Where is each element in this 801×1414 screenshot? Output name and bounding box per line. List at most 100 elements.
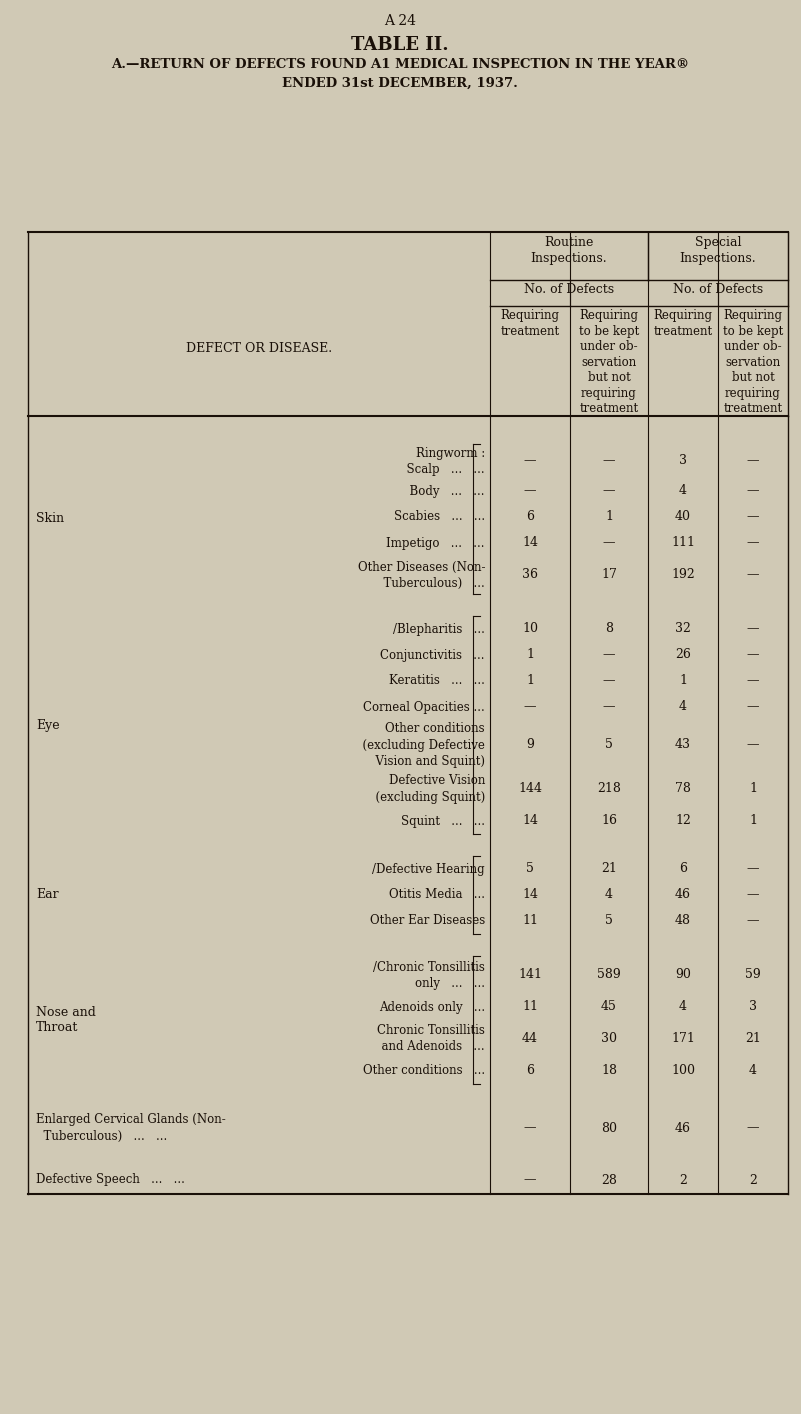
Text: 21: 21 xyxy=(601,863,617,875)
Text: 36: 36 xyxy=(522,568,538,581)
Text: —: — xyxy=(602,700,615,714)
Text: 1: 1 xyxy=(749,782,757,796)
Text: Impetigo   ...   ...: Impetigo ... ... xyxy=(387,536,485,550)
Text: Eye: Eye xyxy=(36,718,59,731)
Text: ENDED 31st DECEMBER, 1937.: ENDED 31st DECEMBER, 1937. xyxy=(282,76,518,90)
Text: Defective Speech   ...   ...: Defective Speech ... ... xyxy=(36,1174,185,1186)
Text: 144: 144 xyxy=(518,782,542,796)
Text: No. of Defects: No. of Defects xyxy=(524,283,614,296)
Text: 171: 171 xyxy=(671,1032,695,1045)
Text: 21: 21 xyxy=(745,1032,761,1045)
Text: 59: 59 xyxy=(745,969,761,981)
Text: Requiring
to be kept
under ob-
servation
but not
requiring
treatment: Requiring to be kept under ob- servation… xyxy=(723,310,783,414)
Text: Body   ...   ...: Body ... ... xyxy=(402,485,485,498)
Text: 11: 11 xyxy=(522,915,538,928)
Text: Keratitis   ...   ...: Keratitis ... ... xyxy=(389,674,485,687)
Text: 2: 2 xyxy=(679,1174,687,1186)
Text: 1: 1 xyxy=(749,814,757,827)
Text: Ringworm :
  Scalp   ...   ...: Ringworm : Scalp ... ... xyxy=(400,447,485,475)
Text: Otitis Media   ...: Otitis Media ... xyxy=(389,888,485,902)
Text: —: — xyxy=(747,863,759,875)
Text: —: — xyxy=(747,700,759,714)
Text: —: — xyxy=(747,510,759,523)
Text: —: — xyxy=(524,1174,536,1186)
Text: DEFECT OR DISEASE.: DEFECT OR DISEASE. xyxy=(186,342,332,355)
Text: 78: 78 xyxy=(675,782,691,796)
Text: /Defective Hearing: /Defective Hearing xyxy=(372,863,485,875)
Text: 32: 32 xyxy=(675,622,691,635)
Text: Nose and
Throat: Nose and Throat xyxy=(36,1005,96,1034)
Text: 14: 14 xyxy=(522,536,538,550)
Text: —: — xyxy=(602,674,615,687)
Text: Special
Inspections.: Special Inspections. xyxy=(680,236,756,264)
Text: Squint   ...   ...: Squint ... ... xyxy=(401,814,485,827)
Text: —: — xyxy=(747,485,759,498)
Text: 30: 30 xyxy=(601,1032,617,1045)
Text: 26: 26 xyxy=(675,649,691,662)
Text: 45: 45 xyxy=(601,1001,617,1014)
Text: —: — xyxy=(747,568,759,581)
Text: 1: 1 xyxy=(526,649,534,662)
Text: 2: 2 xyxy=(749,1174,757,1186)
Text: 1: 1 xyxy=(526,674,534,687)
Text: Skin: Skin xyxy=(36,512,64,526)
Text: 4: 4 xyxy=(679,485,687,498)
Text: 28: 28 xyxy=(601,1174,617,1186)
Text: 8: 8 xyxy=(605,622,613,635)
Text: —: — xyxy=(524,454,536,468)
Text: 90: 90 xyxy=(675,969,691,981)
Text: /Chronic Tonsillitis
    only   ...   ...: /Chronic Tonsillitis only ... ... xyxy=(373,960,485,990)
Text: Other Diseases (Non-
  Tuberculous)   ...: Other Diseases (Non- Tuberculous) ... xyxy=(357,560,485,590)
Text: 16: 16 xyxy=(601,814,617,827)
Text: Adenoids only   ...: Adenoids only ... xyxy=(379,1001,485,1014)
Text: 40: 40 xyxy=(675,510,691,523)
Text: Chronic Tonsillitis
  and Adenoids   ...: Chronic Tonsillitis and Adenoids ... xyxy=(374,1025,485,1053)
Text: A.—RETURN OF DEFECTS FOUND A1 MEDICAL INSPECTION IN THE YEAR®: A.—RETURN OF DEFECTS FOUND A1 MEDICAL IN… xyxy=(111,58,689,71)
Text: —: — xyxy=(747,536,759,550)
Text: 111: 111 xyxy=(671,536,695,550)
Text: 14: 14 xyxy=(522,888,538,902)
Text: 3: 3 xyxy=(749,1001,757,1014)
Text: Other Ear Diseases: Other Ear Diseases xyxy=(370,915,485,928)
Text: 48: 48 xyxy=(675,915,691,928)
Text: 100: 100 xyxy=(671,1065,695,1077)
Text: Ear: Ear xyxy=(36,888,58,902)
Text: 1: 1 xyxy=(605,510,613,523)
Text: Other conditions
  (excluding Defective
  Vision and Squint): Other conditions (excluding Defective Vi… xyxy=(355,723,485,768)
Text: 3: 3 xyxy=(679,454,687,468)
Text: Scabies   ...   ...: Scabies ... ... xyxy=(394,510,485,523)
Text: 12: 12 xyxy=(675,814,691,827)
Text: 80: 80 xyxy=(601,1121,617,1134)
Text: Requiring
treatment: Requiring treatment xyxy=(654,310,713,338)
Text: 14: 14 xyxy=(522,814,538,827)
Text: 10: 10 xyxy=(522,622,538,635)
Text: 141: 141 xyxy=(518,969,542,981)
Text: 218: 218 xyxy=(597,782,621,796)
Text: 5: 5 xyxy=(605,738,613,751)
Text: 18: 18 xyxy=(601,1065,617,1077)
Text: Defective Vision
  (excluding Squint): Defective Vision (excluding Squint) xyxy=(368,775,485,803)
Text: 6: 6 xyxy=(526,1065,534,1077)
Text: Requiring
to be kept
under ob-
servation
but not
requiring
treatment: Requiring to be kept under ob- servation… xyxy=(579,310,639,414)
Text: Enlarged Cervical Glands (Non-
  Tuberculous)   ...   ...: Enlarged Cervical Glands (Non- Tuberculo… xyxy=(36,1113,226,1143)
Text: 4: 4 xyxy=(605,888,613,902)
Text: —: — xyxy=(602,485,615,498)
Text: —: — xyxy=(747,454,759,468)
Text: Routine
Inspections.: Routine Inspections. xyxy=(531,236,607,264)
Text: 6: 6 xyxy=(679,863,687,875)
Text: —: — xyxy=(747,674,759,687)
Text: 9: 9 xyxy=(526,738,534,751)
Text: 4: 4 xyxy=(679,1001,687,1014)
Text: 46: 46 xyxy=(675,1121,691,1134)
Text: —: — xyxy=(747,888,759,902)
Text: 5: 5 xyxy=(605,915,613,928)
Text: —: — xyxy=(602,649,615,662)
Text: 192: 192 xyxy=(671,568,695,581)
Text: Requiring
treatment: Requiring treatment xyxy=(501,310,560,338)
Text: 44: 44 xyxy=(522,1032,538,1045)
Text: —: — xyxy=(747,649,759,662)
Text: 4: 4 xyxy=(749,1065,757,1077)
Text: —: — xyxy=(747,915,759,928)
Text: 11: 11 xyxy=(522,1001,538,1014)
Text: —: — xyxy=(602,536,615,550)
